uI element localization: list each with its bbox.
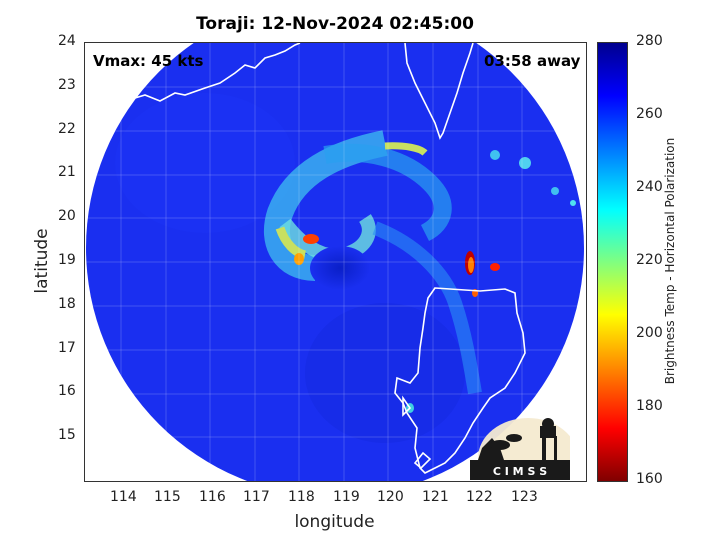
graticule bbox=[85, 43, 586, 481]
colorbar-tick: 200 bbox=[636, 325, 663, 341]
x-tick: 120 bbox=[377, 489, 404, 505]
y-tick: 16 bbox=[58, 383, 76, 399]
colorbar-tick: 220 bbox=[636, 252, 663, 268]
x-tick: 117 bbox=[243, 489, 270, 505]
satellite-map bbox=[84, 42, 587, 482]
map-canvas bbox=[85, 43, 586, 481]
y-tick: 21 bbox=[58, 164, 76, 180]
y-tick: 24 bbox=[58, 33, 76, 49]
colorbar bbox=[597, 42, 628, 482]
x-tick: 122 bbox=[466, 489, 493, 505]
x-tick: 118 bbox=[288, 489, 315, 505]
y-tick: 20 bbox=[58, 208, 76, 224]
colorbar-tick: 260 bbox=[636, 106, 663, 122]
storm-eye bbox=[310, 246, 370, 290]
time-away-label: 03:58 away bbox=[484, 52, 581, 70]
cimss-logo: C I M S S bbox=[470, 408, 578, 498]
colorbar-tick: 160 bbox=[636, 471, 663, 487]
y-axis-label: latitude bbox=[32, 228, 52, 294]
colorbar-tick: 280 bbox=[636, 33, 663, 49]
y-tick: 23 bbox=[58, 77, 76, 93]
map-title: Toraji: 12-Nov-2024 02:45:00 bbox=[196, 14, 474, 34]
x-tick: 114 bbox=[110, 489, 137, 505]
logo-text: C I M S S bbox=[493, 465, 547, 478]
colorbar-label: Brightness Temp - Horizontal Polarizatio… bbox=[663, 137, 677, 385]
x-tick: 121 bbox=[422, 489, 449, 505]
x-tick: 119 bbox=[333, 489, 360, 505]
vmax-label: Vmax: 45 kts bbox=[93, 52, 204, 70]
x-tick: 123 bbox=[511, 489, 538, 505]
coastline bbox=[85, 43, 526, 474]
y-tick: 17 bbox=[58, 340, 76, 356]
colorbar-tick: 240 bbox=[636, 179, 663, 195]
x-axis-label: longitude bbox=[294, 512, 375, 532]
y-tick: 19 bbox=[58, 252, 76, 268]
y-tick: 18 bbox=[58, 296, 76, 312]
convection-hotspot bbox=[303, 234, 319, 244]
y-tick: 22 bbox=[58, 121, 76, 137]
x-tick: 115 bbox=[154, 489, 181, 505]
colorbar-tick: 180 bbox=[636, 398, 663, 414]
x-tick: 116 bbox=[199, 489, 226, 505]
y-tick: 15 bbox=[58, 427, 76, 443]
